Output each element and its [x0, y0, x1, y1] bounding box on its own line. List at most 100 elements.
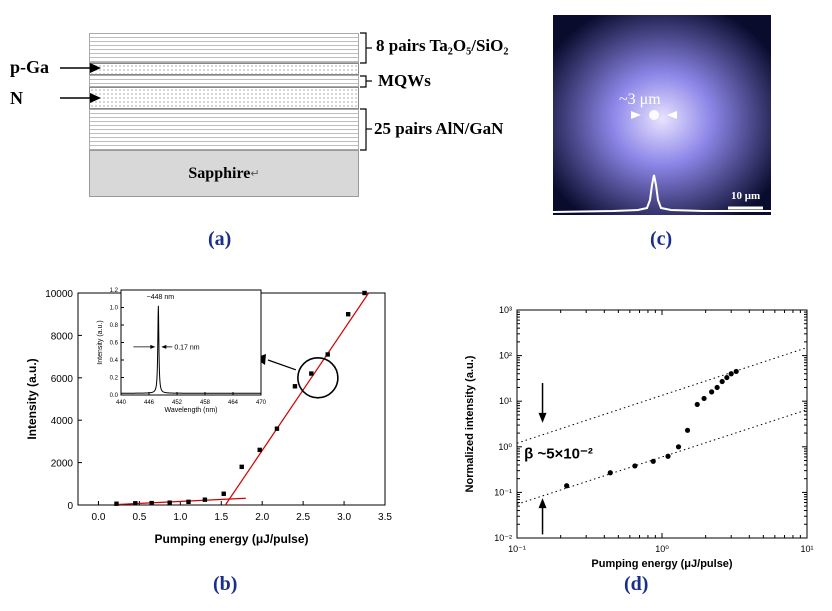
arrow-down-icon — [538, 412, 547, 423]
x-tick-label: 10⁻¹ — [508, 544, 526, 554]
data-point — [362, 290, 367, 296]
callout-line — [267, 359, 297, 371]
data-point — [202, 497, 208, 502]
inset-peak-label: ~448 nm — [147, 294, 175, 301]
panel-d-label: (d) — [624, 573, 649, 595]
y-tick-label: 8000 — [51, 331, 74, 342]
inset-y-tick-label: 0.2 — [110, 376, 119, 382]
panel-a-label: (a) — [208, 228, 232, 250]
data-point — [694, 401, 700, 408]
y-tick-label: 10000 — [45, 289, 73, 300]
data-point — [221, 491, 226, 496]
data-point — [114, 501, 119, 506]
x-tick-label: 3.5 — [378, 512, 392, 523]
dbr-bottom-label: 25 pairs AlN/GaN — [374, 119, 504, 138]
data-point — [149, 500, 154, 506]
data-point — [684, 427, 691, 433]
fit-line — [224, 292, 370, 506]
data-point — [650, 458, 656, 464]
x-tick-label: 3.0 — [337, 512, 351, 523]
data-point — [728, 371, 734, 377]
data-point — [632, 463, 638, 469]
p-gan-arrow-label: p-Ga — [10, 57, 50, 77]
data-point — [719, 378, 725, 385]
data-point — [167, 500, 172, 505]
y-tick-label: 10⁻² — [494, 533, 512, 543]
substrate-label: Sapphire — [188, 164, 251, 182]
intensity-profile — [553, 174, 771, 213]
inset-x-tick-label: 452 — [172, 400, 183, 406]
data-point — [186, 499, 191, 505]
dbr-top-layers — [89, 33, 359, 63]
inset-y-tick-label: 1.0 — [110, 306, 119, 312]
y-tick-label: 0 — [67, 501, 73, 512]
arrow-left-icon — [161, 344, 167, 349]
panel-b-label: (b) — [213, 573, 238, 595]
y-tick-label: 10⁰ — [498, 442, 512, 452]
data-point — [325, 352, 330, 357]
x-tick-label: 10¹ — [800, 544, 813, 554]
emission-image — [553, 15, 771, 215]
arrow-left-icon — [667, 111, 677, 119]
panel-c: ~3 μm 10 μm — [553, 15, 771, 215]
y-tick-label: 10³ — [499, 305, 512, 315]
arrow-right-icon — [631, 111, 641, 119]
data-point — [133, 501, 138, 506]
emission-background — [553, 15, 771, 215]
guide-line-lower — [516, 409, 808, 505]
y-axis-label: Intensity (a.u.) — [25, 358, 39, 439]
panel-c-label: (c) — [650, 228, 673, 250]
arrow-right-icon — [60, 93, 101, 103]
data-point — [564, 483, 570, 489]
chart-b: 0.0 0.5 1.0 1.5 2.0 2.5 3.0 3.5 0 2000 4000 6000 800… — [25, 288, 392, 546]
plot-frame — [516, 309, 808, 539]
inset-y-tick-label: 0.4 — [110, 358, 119, 364]
x-axis-label: Pumping energy (μJ/pulse) — [154, 532, 308, 546]
layer-brackets — [360, 32, 372, 151]
inset-x-axis-label: Wavelength (nm) — [164, 407, 217, 414]
data-point — [675, 444, 682, 450]
inset-y-tick-label: 0.0 — [110, 393, 119, 399]
dbr-top-label: 8 pairs Ta₂O₅/SiO₂ — [376, 36, 509, 55]
scale-bar-label: 10 μm — [731, 190, 761, 202]
y-tick-label: 10² — [499, 351, 512, 361]
bracket-top — [360, 32, 367, 64]
inset-frame — [120, 289, 262, 396]
data-point — [292, 384, 298, 389]
highlight-circle — [297, 357, 339, 399]
y-tick-label: 6000 — [51, 374, 74, 385]
data-point — [607, 470, 613, 476]
bracket-bottom — [360, 108, 367, 151]
y-axis-label: Normalized intensity (a.u.) — [464, 355, 476, 492]
data-point — [665, 453, 671, 459]
beta-label: β ~5×10⁻² — [524, 446, 593, 463]
inset-y-tick-label: 0.6 — [110, 341, 119, 347]
n-gan-arrow-label: N — [10, 88, 23, 108]
data-point — [274, 426, 280, 431]
y-tick-label: 2000 — [51, 459, 74, 470]
x-tick-label: 1.5 — [214, 512, 228, 523]
return-mark: ↵ — [250, 168, 260, 180]
data-point — [345, 312, 351, 317]
x-tick-label: 0.0 — [92, 512, 106, 523]
panel-a: Sapphire ↵ 8 pairs Ta₂O₅/SiO₂ MQWs 25 pai… — [0, 0, 540, 260]
inset-y-tick-label: 1.2 — [110, 288, 119, 294]
x-tick-label: 1.0 — [173, 512, 187, 523]
data-point — [309, 371, 314, 376]
inset-x-tick-label: 458 — [200, 400, 211, 406]
data-point — [257, 447, 262, 453]
spot-core — [649, 110, 659, 120]
inset-spectrum-line — [121, 305, 261, 394]
bracket-mqw — [360, 75, 367, 88]
data-point — [724, 374, 730, 381]
x-axis-label: Pumping energy (μJ/pulse) — [591, 558, 733, 570]
p-gan-layer — [89, 63, 359, 75]
inset-fwhm-label: 0.17 nm — [174, 344, 199, 351]
data-point — [714, 384, 720, 391]
y-tick-label: 4000 — [51, 416, 74, 427]
inset-y-axis-label: Intensity (a.u.) — [97, 320, 104, 364]
inset-x-tick-label: 470 — [256, 400, 267, 406]
arrow-up-icon — [538, 498, 547, 509]
layer-arrows — [60, 63, 101, 103]
